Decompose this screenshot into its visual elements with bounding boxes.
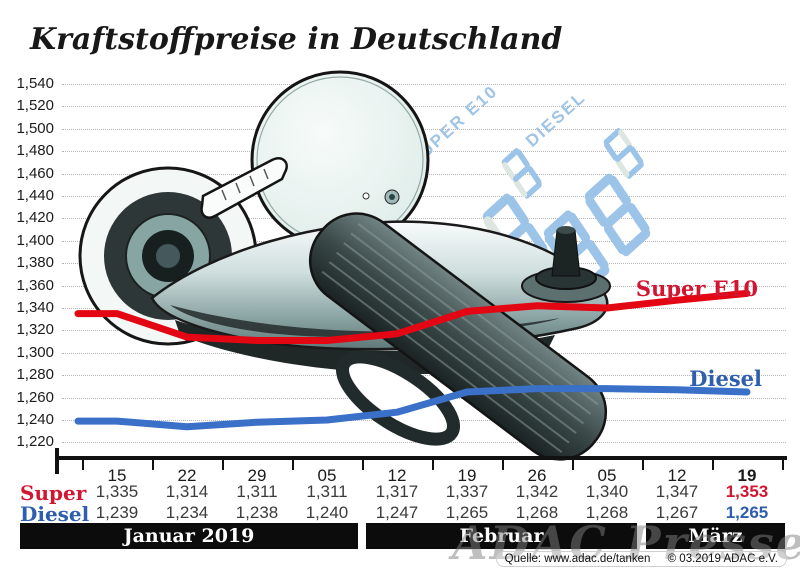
diesel-series-label: Diesel [689,366,762,391]
gridline [62,128,786,130]
nozzle-eyelet [384,189,400,205]
x-axis-tick [572,460,574,470]
y-axis-tick-label: 1,480 [16,142,54,160]
nozzle-dial-circle [250,70,430,250]
y-axis-tick-label: 1,500 [16,119,54,137]
y-axis-tick-label: 1,320 [16,321,54,339]
price-display-superscript-digit [597,126,654,185]
table-cell: 1,314 [165,482,209,501]
date-label: 12 [667,466,687,485]
y-axis-tick-label: 1,520 [16,97,54,115]
x-axis-tick [152,460,154,470]
date-label: 26 [527,466,547,485]
y-axis-tick-label: 1,240 [16,411,54,428]
x-axis-tick [362,460,364,470]
gridline [62,240,786,242]
x-axis-tick [642,460,644,470]
table-cell: 1,240 [305,503,349,522]
table-cell: 1,247 [375,503,419,522]
source-copyright: © 03.2019 ADAC e.V. [667,553,778,565]
seven-segment-digit [501,148,542,199]
date-label: 19 [457,466,477,485]
gridline [62,397,786,399]
nozzle-chrome-darkband [170,305,560,338]
x-axis-tick [292,460,294,470]
gridline [62,352,786,354]
gridline [62,84,786,85]
table-row-label: Diesel [20,502,90,526]
price-display-superscript-digit [495,146,552,205]
y-axis-tick-label: 1,260 [16,388,54,406]
date-label: 22 [177,466,197,485]
gridline [62,442,786,444]
table-cell: 1,234 [165,503,209,522]
date-label: 05 [597,466,617,485]
y-axis-tick-label: 1,300 [16,343,54,361]
table-cell: 1,265 [445,503,489,522]
x-axis-tick [502,460,504,470]
nozzle-eyelet-center [389,194,395,200]
y-axis-tick-label: 1,460 [16,164,54,182]
month-band: März [646,523,785,549]
x-axis-tick [712,460,714,470]
price-display-label: SUPER E10 [405,81,502,171]
y-axis-tick-label: 1,540 [16,75,54,92]
table-row-label: Super [20,481,87,505]
table-cell: 1,238 [235,503,279,522]
x-axis-left-cap [55,448,59,474]
y-axis-tick-label: 1,420 [16,209,54,227]
date-label: 12 [387,466,407,485]
table-cell: 1,340 [585,482,629,501]
y-axis-tick-label: 1,400 [16,231,54,249]
y-axis-tick-label: 1,340 [16,299,54,316]
x-axis-tick [82,460,84,470]
table-cell: 1,311 [236,482,278,501]
y-axis-tick-label: 1,440 [16,187,54,204]
table-cell: 1,265 [725,503,769,522]
source-quelle: Quelle: www.adac.de/tanken [504,553,651,565]
gridline [62,420,786,421]
table-cell: 1,311 [306,482,348,501]
table-cell: 1,342 [515,482,559,501]
adac-presse-watermark: ADAC Presse [452,516,800,570]
y-axis-tick-label: 1,280 [16,366,54,384]
x-axis-tick [222,460,224,470]
date-label: 19 [737,466,757,485]
gridline [62,106,786,108]
gridline [62,218,786,220]
table-cell: 1,239 [95,503,139,522]
nozzle-ring [78,166,258,346]
month-band: Januar 2019 [20,523,358,549]
date-label: 05 [317,466,337,485]
price-display-label: DIESEL [522,87,590,151]
table-cell: 1,347 [655,482,699,501]
gridline [62,375,786,377]
table-cell: 1,353 [725,482,769,501]
table-cell: 1,268 [585,503,629,522]
nozzle-shadow [175,320,555,374]
y-axis-tick-label: 1,220 [16,433,54,451]
date-label: 29 [247,466,267,485]
table-cell: 1,337 [445,482,489,501]
y-axis-tick-label: 1,360 [16,276,54,294]
seven-segment-digit [603,128,644,179]
source-note: Quelle: www.adac.de/tanken © 03.2019 ADA… [495,551,787,567]
x-axis-tick [782,460,784,470]
month-band: Februar [366,523,637,549]
nozzle-lever [200,157,288,219]
date-label: 15 [107,466,127,485]
super-e10-series-label: Super E10 [635,276,758,301]
table-cell: 1,268 [515,503,559,522]
x-axis-tick [432,460,434,470]
table-cell: 1,317 [375,482,419,501]
table-cell: 1,267 [655,503,699,522]
y-axis-tick-label: 1,380 [16,254,54,272]
page-title: Kraftstoffpreise in Deutschland [30,22,563,57]
x-axis-line [56,456,787,460]
table-cell: 1,335 [95,482,139,501]
gridline [62,173,786,175]
